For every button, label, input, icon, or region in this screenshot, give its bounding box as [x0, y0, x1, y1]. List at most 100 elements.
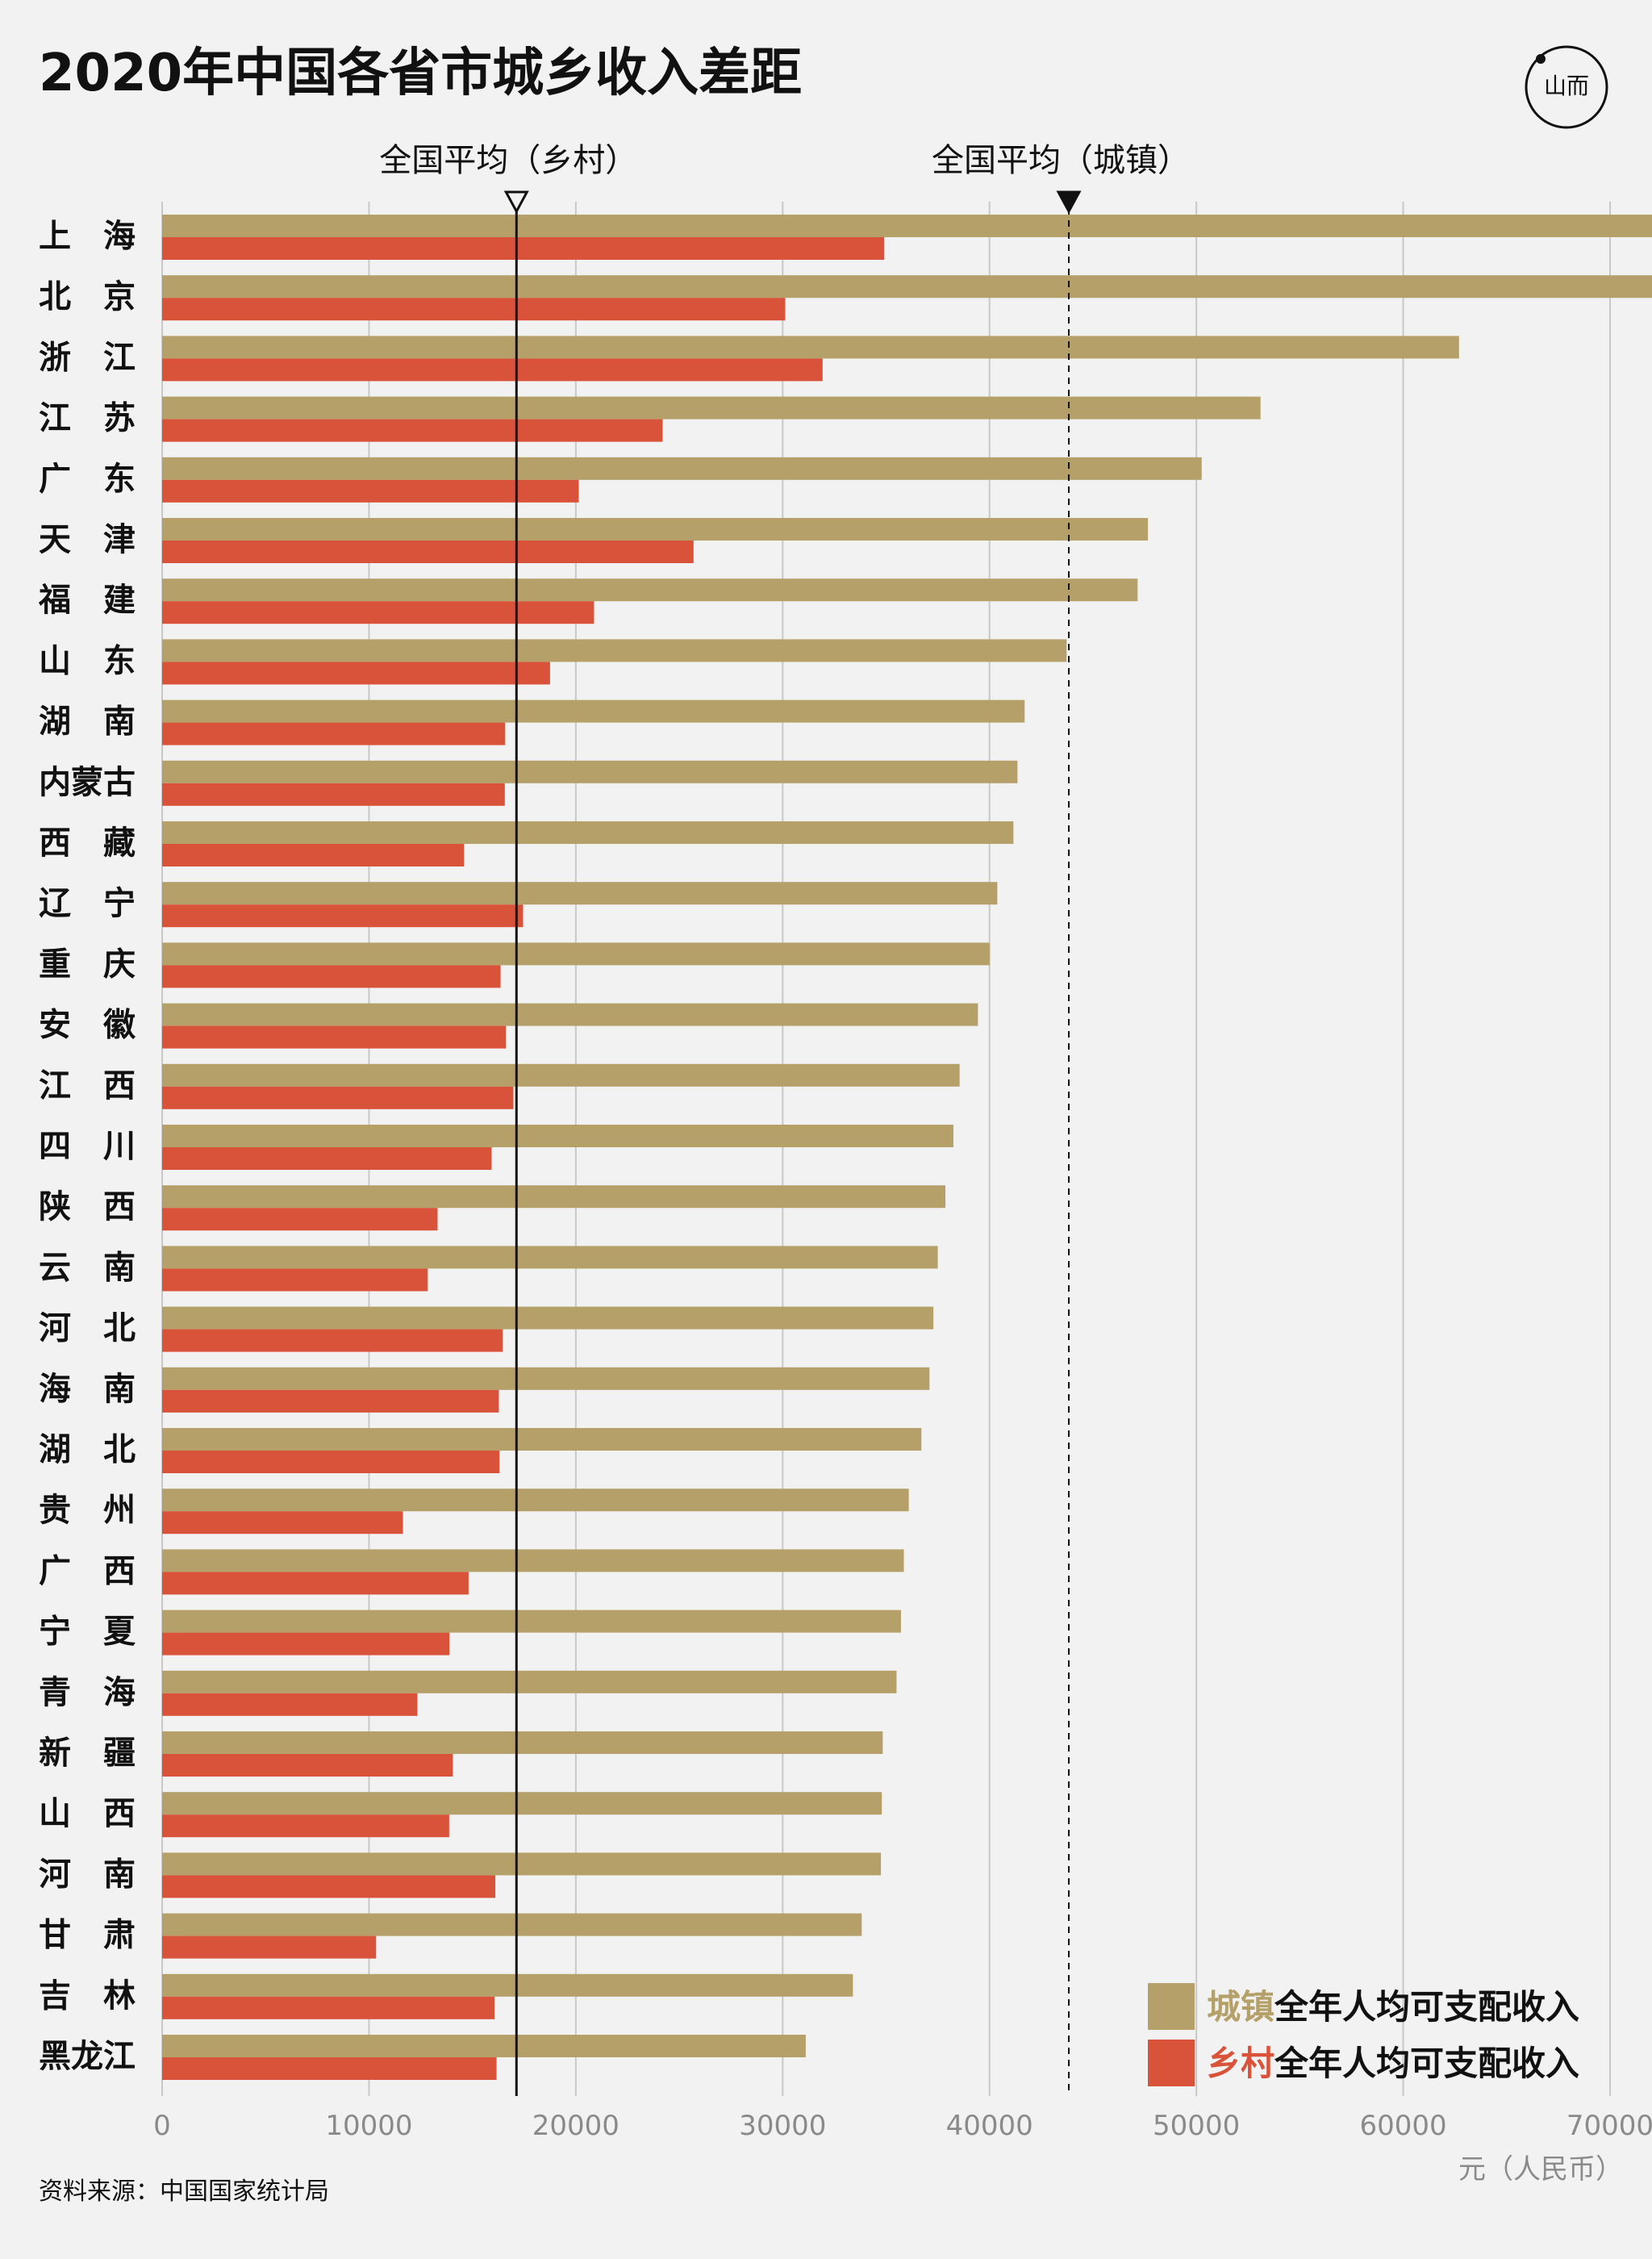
urban-income-bar	[162, 1428, 922, 1451]
rural-income-bar	[162, 844, 465, 866]
urban-income-bar	[162, 1973, 853, 1997]
province-label: 福 建	[38, 582, 136, 619]
urban-income-bar	[162, 457, 1202, 480]
urban-income-bar	[162, 821, 1014, 844]
rural-income-bar	[162, 1147, 492, 1170]
province-label: 贵 州	[39, 1492, 136, 1529]
urban-income-bar	[162, 1610, 901, 1633]
urban-income-bar	[162, 1367, 930, 1390]
province-label: 广 西	[39, 1552, 136, 1589]
logo-text: 山而	[1544, 73, 1589, 99]
legend-swatch-urban	[1148, 1983, 1195, 2030]
rural-income-bar	[162, 783, 505, 806]
rural-average-marker	[503, 190, 529, 215]
logo-dot	[1536, 54, 1546, 64]
province-label: 河 南	[39, 1856, 136, 1893]
province-label: 上 海	[39, 218, 136, 255]
urban-income-bar	[162, 396, 1261, 420]
province-label: 青 海	[39, 1674, 136, 1711]
rural-income-bar	[162, 479, 579, 503]
urban-income-bar	[162, 1670, 897, 1693]
province-label: 辽 宁	[39, 885, 136, 922]
province-label: 内蒙古	[39, 764, 136, 801]
rural-income-bar	[162, 662, 550, 685]
urban-income-bar	[162, 1489, 909, 1512]
grid-lines	[161, 202, 1611, 2096]
province-label: 云 南	[39, 1249, 136, 1286]
province-label: 湖 北	[39, 1431, 136, 1468]
logo: 山而	[1525, 45, 1608, 129]
urban-income-bar	[162, 639, 1067, 662]
x-tick-label: 50000	[1153, 2110, 1240, 2142]
urban-income-bar	[162, 1306, 934, 1330]
x-tick-label: 20000	[532, 2110, 620, 2142]
rural-income-bar	[162, 1268, 428, 1292]
urban-income-bar	[162, 1549, 904, 1572]
urban-income-bar	[162, 1125, 953, 1147]
legend-swatch-rural	[1148, 2040, 1195, 2086]
urban-income-bar	[162, 1246, 938, 1269]
province-label: 广 东	[39, 461, 136, 498]
province-label: 吉 林	[39, 1977, 136, 2015]
rural-average-label: 全国平均（乡村）	[379, 142, 637, 179]
urban-income-bar	[162, 1063, 960, 1087]
rural-income-bar	[162, 965, 501, 988]
rural-income-bar	[162, 2057, 497, 2080]
province-label: 北 京	[39, 278, 136, 315]
x-tick-labels: 0 10000 20000 30000 40000 50000 60000 70000	[153, 2110, 1652, 2142]
source-note: 资料来源：中国国家统计局	[39, 2178, 329, 2206]
rural-income-bar	[162, 1572, 469, 1595]
urban-income-bar	[162, 1003, 978, 1026]
chart-title: 2020年中国各省市城乡收入差距	[39, 44, 802, 103]
province-label: 陕 西	[39, 1188, 136, 1226]
urban-income-bar	[162, 699, 1025, 723]
urban-income-bar	[162, 1913, 862, 1936]
rural-income-bar	[162, 1693, 418, 1716]
urban-income-bar	[162, 942, 990, 966]
bars-group	[162, 215, 1652, 2080]
urban-average-label: 全国平均（城镇）	[932, 142, 1190, 179]
urban-income-bar	[162, 760, 1018, 783]
rural-income-bar	[162, 237, 885, 260]
province-label: 黑龙江	[39, 2038, 136, 2075]
x-tick-label: 40000	[946, 2110, 1033, 2142]
logo-circle	[1525, 45, 1608, 129]
urban-income-bar	[162, 882, 998, 905]
urban-income-bar	[162, 1731, 883, 1754]
rural-income-bar	[162, 298, 786, 321]
urban-income-bar	[162, 336, 1459, 359]
rural-income-bar	[162, 722, 506, 745]
province-label: 重 庆	[39, 946, 136, 983]
province-label: 河 北	[39, 1310, 136, 1347]
rural-income-bar	[162, 1389, 499, 1413]
urban-income-bar	[162, 518, 1149, 541]
urban-income-bar	[162, 215, 1652, 237]
province-label: 四 川	[39, 1128, 136, 1165]
x-tick-label: 0	[153, 2110, 171, 2142]
province-label: 浙 江	[39, 339, 136, 376]
province-label: 西 藏	[39, 825, 136, 862]
rural-income-bar	[162, 1329, 503, 1352]
rural-income-bar	[162, 1754, 453, 1777]
legend-label-urban: 城镇全年人均可支配收入	[1207, 1987, 1579, 2027]
urban-income-bar	[162, 1852, 882, 1876]
province-label: 山 东	[39, 642, 136, 679]
rural-income-bar	[162, 1451, 500, 1473]
urban-average-marker	[1056, 190, 1082, 215]
province-label: 安 徽	[39, 1007, 136, 1044]
province-label: 湖 南	[39, 704, 136, 741]
rural-income-bar	[162, 1632, 450, 1656]
rural-income-bar	[162, 1875, 496, 1898]
rural-income-bar	[162, 1814, 449, 1838]
rural-income-bar	[162, 601, 594, 624]
legend-label-rural: 乡村全年人均可支配收入	[1207, 2044, 1579, 2083]
rural-income-bar	[162, 419, 663, 442]
urban-income-bar	[162, 578, 1138, 602]
x-tick-label: 10000	[325, 2110, 412, 2142]
province-label: 江 苏	[39, 400, 136, 437]
reference-lines: 全国平均（乡村） 全国平均（城镇）	[379, 142, 1190, 2096]
rural-income-bar	[162, 1511, 403, 1535]
